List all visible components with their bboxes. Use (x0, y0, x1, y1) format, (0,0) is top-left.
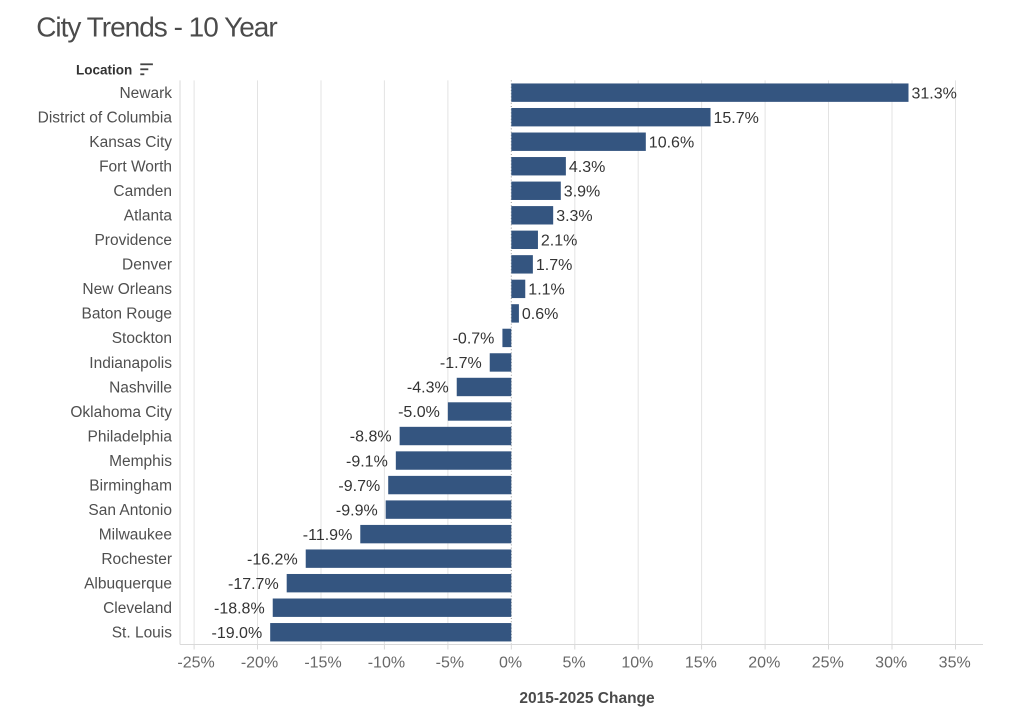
svg-text:0%: 0% (499, 655, 522, 672)
svg-text:Kansas City: Kansas City (89, 134, 172, 151)
svg-text:Albuquerque: Albuquerque (84, 576, 172, 593)
svg-text:-9.9%: -9.9% (336, 502, 378, 519)
svg-text:Denver: Denver (122, 257, 172, 274)
svg-text:St. Louis: St. Louis (112, 625, 173, 642)
svg-text:10.6%: 10.6% (649, 134, 694, 151)
svg-text:Milwaukee: Milwaukee (99, 526, 172, 543)
svg-text:Indianapolis: Indianapolis (89, 355, 172, 372)
svg-text:-15%: -15% (304, 655, 341, 672)
svg-text:New Orleans: New Orleans (82, 281, 172, 298)
svg-text:-5.0%: -5.0% (398, 404, 440, 421)
svg-text:Providence: Providence (94, 232, 172, 249)
svg-text:Atlanta: Atlanta (124, 208, 173, 225)
svg-text:Fort Worth: Fort Worth (99, 159, 172, 176)
svg-text:1.7%: 1.7% (536, 257, 572, 274)
svg-text:-19.0%: -19.0% (211, 625, 262, 642)
svg-text:-20%: -20% (241, 655, 278, 672)
svg-text:-4.3%: -4.3% (407, 380, 449, 397)
svg-text:-18.8%: -18.8% (214, 600, 265, 617)
svg-text:Birmingham: Birmingham (89, 477, 172, 494)
svg-text:-5%: -5% (436, 655, 464, 672)
svg-text:-11.9%: -11.9% (303, 527, 353, 544)
svg-text:Philadelphia: Philadelphia (88, 428, 173, 445)
svg-text:31.3%: 31.3% (912, 85, 957, 102)
svg-text:30%: 30% (875, 655, 907, 672)
svg-text:5%: 5% (562, 655, 585, 672)
svg-text:-1.7%: -1.7% (440, 355, 482, 372)
svg-text:20%: 20% (748, 655, 780, 672)
svg-text:1.1%: 1.1% (528, 282, 564, 299)
svg-text:Camden: Camden (113, 183, 172, 200)
svg-text:-8.8%: -8.8% (350, 429, 392, 446)
svg-text:Memphis: Memphis (109, 453, 172, 470)
svg-text:-9.7%: -9.7% (338, 478, 380, 495)
svg-text:Rochester: Rochester (101, 551, 172, 568)
svg-text:15%: 15% (685, 655, 717, 672)
svg-text:4.3%: 4.3% (569, 159, 605, 176)
svg-text:Location: Location (76, 62, 132, 77)
svg-text:Newark: Newark (119, 85, 172, 102)
svg-text:10%: 10% (621, 655, 653, 672)
svg-text:City Trends - 10 Year: City Trends - 10 Year (36, 11, 277, 42)
svg-text:-0.7%: -0.7% (453, 331, 495, 348)
svg-text:-9.1%: -9.1% (346, 453, 388, 470)
svg-text:Cleveland: Cleveland (103, 600, 172, 617)
svg-text:2.1%: 2.1% (541, 233, 577, 250)
svg-text:Nashville: Nashville (109, 379, 172, 396)
svg-text:Baton Rouge: Baton Rouge (82, 306, 173, 323)
svg-text:-17.7%: -17.7% (228, 576, 279, 593)
svg-text:2015-2025 Change: 2015-2025 Change (519, 690, 655, 707)
svg-text:-10%: -10% (368, 655, 405, 672)
svg-text:-25%: -25% (177, 655, 214, 672)
svg-text:Oklahoma City: Oklahoma City (70, 404, 172, 421)
svg-text:15.7%: 15.7% (714, 110, 759, 127)
svg-text:-16.2%: -16.2% (247, 551, 298, 568)
svg-text:San Antonio: San Antonio (88, 502, 172, 519)
svg-text:25%: 25% (812, 655, 844, 672)
svg-text:District of Columbia: District of Columbia (38, 110, 173, 127)
svg-text:3.3%: 3.3% (556, 208, 592, 225)
svg-text:0.6%: 0.6% (522, 306, 558, 323)
svg-text:3.9%: 3.9% (564, 184, 600, 201)
svg-text:35%: 35% (939, 655, 971, 672)
svg-text:Stockton: Stockton (112, 330, 172, 347)
